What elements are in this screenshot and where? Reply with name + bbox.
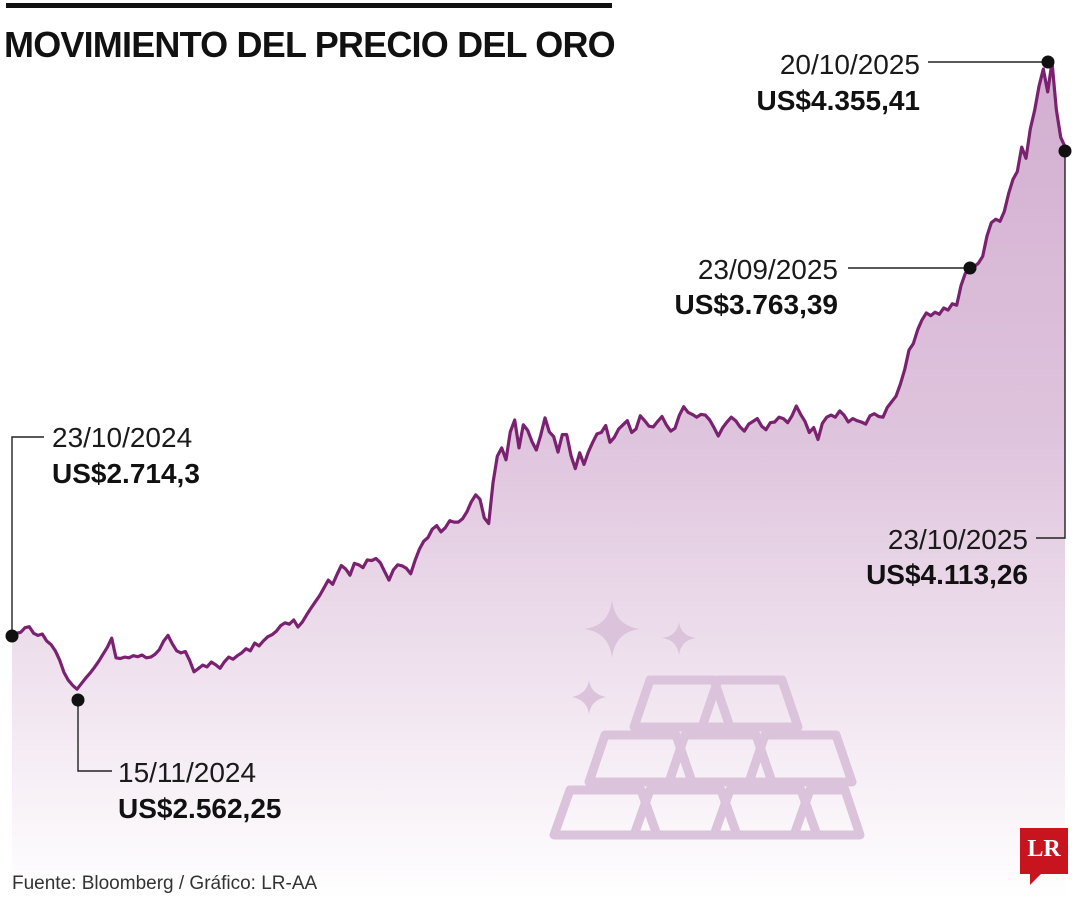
point-23-09-2025 <box>963 261 977 275</box>
point-23-10-2024 <box>5 629 19 643</box>
sparkle-icons <box>572 600 696 714</box>
lr-logo: LR <box>1020 828 1068 874</box>
lr-logo-tail <box>1030 873 1042 885</box>
chart-title: MOVIMIENTO DEL PRECIO DEL ORO <box>4 24 616 65</box>
annotation-date-4: 20/10/2025 <box>780 49 920 80</box>
annotation-value-2: US$2.562,25 <box>118 793 281 824</box>
annotation-date-3: 23/09/2025 <box>698 254 838 285</box>
price-line <box>11 60 1067 691</box>
point-23-10-2025 <box>1058 144 1072 158</box>
annotation-value-3: US$3.763,39 <box>675 289 838 320</box>
annotation-date-2: 15/11/2024 <box>118 757 256 788</box>
annotation-value-1: US$2.714,3 <box>52 458 200 489</box>
annotation-value-5: US$4.113,26 <box>866 559 1028 590</box>
source-note: Fuente: Bloomberg / Gráfico: LR-AA <box>12 873 318 894</box>
annotation-leaders <box>11 61 1066 772</box>
lr-logo-text: LR <box>1027 836 1061 862</box>
annotation-value-4: US$4.355,41 <box>757 85 920 116</box>
annotation-dots <box>5 55 1072 707</box>
point-15-11-2024 <box>71 693 85 707</box>
annotation-date-5: 23/10/2025 <box>888 524 1028 555</box>
annotation-date-1: 23/10/2024 <box>52 422 192 453</box>
price-area <box>12 62 1065 900</box>
top-rule <box>6 3 612 8</box>
gold-bars-sparkles-icon <box>549 675 865 840</box>
point-20-10-2025 <box>1041 55 1055 69</box>
